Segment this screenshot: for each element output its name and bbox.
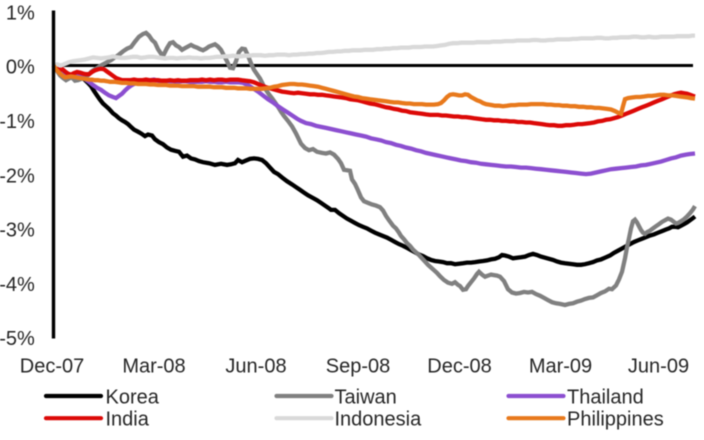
svg-text:Mar-09: Mar-09 <box>529 356 592 378</box>
svg-text:-2%: -2% <box>0 165 35 187</box>
svg-text:Indonesia: Indonesia <box>335 409 423 431</box>
svg-text:Mar-08: Mar-08 <box>122 356 185 378</box>
svg-text:1%: 1% <box>6 2 35 24</box>
svg-text:-4%: -4% <box>0 274 35 296</box>
svg-text:Taiwan: Taiwan <box>335 387 397 409</box>
svg-text:Dec-08: Dec-08 <box>427 356 491 378</box>
svg-text:Jun-09: Jun-09 <box>628 356 689 378</box>
svg-text:-5%: -5% <box>0 328 35 350</box>
svg-text:India: India <box>106 409 150 431</box>
svg-text:Philippines: Philippines <box>567 409 664 431</box>
svg-text:Jun-08: Jun-08 <box>225 356 286 378</box>
svg-text:-1%: -1% <box>0 111 35 133</box>
svg-text:0%: 0% <box>6 57 35 79</box>
svg-text:Korea: Korea <box>106 387 160 409</box>
svg-text:-3%: -3% <box>0 220 35 242</box>
svg-text:Thailand: Thailand <box>567 387 644 409</box>
svg-text:Dec-07: Dec-07 <box>20 356 84 378</box>
svg-text:Sep-08: Sep-08 <box>326 356 391 378</box>
